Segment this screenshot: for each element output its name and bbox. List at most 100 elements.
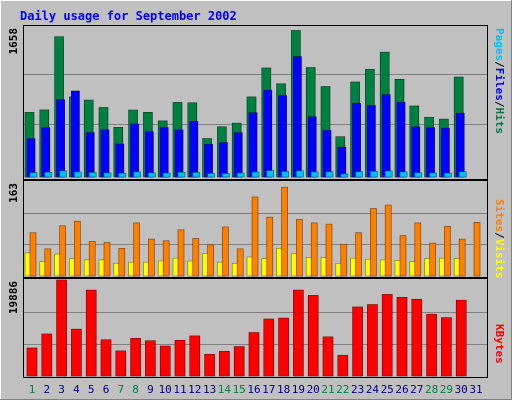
files-bar-day-29 — [441, 127, 450, 178]
x-tick-label-day-19: 19 — [292, 383, 305, 396]
sites-bar-day-29 — [444, 226, 451, 277]
sites-bar-day-17 — [266, 216, 274, 277]
files-bar-day-12 — [189, 121, 199, 178]
sites-bar-day-10 — [162, 240, 170, 277]
files-bar-day-1 — [26, 138, 36, 178]
sites-bar-day-11 — [177, 229, 185, 277]
pages-bar-day-7 — [118, 172, 127, 178]
files-bar-day-18 — [278, 95, 287, 178]
sites-bar-day-31 — [473, 222, 481, 277]
pages-bar-day-19 — [296, 170, 304, 178]
kbytes-bar-day-2 — [41, 333, 53, 377]
pages-bar-day-18 — [281, 171, 289, 178]
x-tick-label-day-18: 18 — [277, 383, 290, 396]
pages-bar-day-3 — [59, 170, 67, 178]
x-tick-label-day-26: 26 — [395, 383, 408, 396]
kbytes-bar-day-9 — [145, 340, 156, 377]
pages-bar-day-15 — [236, 172, 245, 178]
files-bar-day-9 — [145, 131, 154, 178]
kbytes-bar-day-7 — [115, 350, 127, 377]
sites-bar-day-22 — [340, 243, 348, 277]
x-tick-label-day-29: 29 — [440, 383, 453, 396]
files-bar-day-22 — [337, 146, 347, 178]
kbytes-bar-day-29 — [441, 317, 452, 377]
kbytes-bar-day-1 — [26, 347, 38, 377]
sites-bar-day-24 — [370, 208, 377, 277]
kbytes-bar-day-12 — [189, 335, 201, 377]
kbytes-bar-day-18 — [278, 317, 289, 377]
files-bar-day-15 — [233, 132, 243, 178]
files-bar-day-5 — [85, 132, 95, 178]
x-tick-label-day-6: 6 — [103, 383, 110, 396]
kbytes-bar-day-4 — [71, 328, 82, 377]
legend-kbytes: KBytes — [493, 324, 506, 364]
x-tick-label-day-14: 14 — [218, 383, 232, 396]
x-axis-labels: 1 2 3 4 5 6 7 8 9 10 11 12 13 14 15 16 17 18 19 20 21 22 23 24 2… — [29, 383, 483, 396]
kbytes-bar-day-11 — [174, 339, 186, 377]
files-bar-day-8 — [130, 123, 139, 178]
sites-bar-day-25 — [384, 204, 392, 277]
kbytes-bar-day-17 — [263, 318, 275, 377]
pages-bar-day-27 — [414, 172, 423, 178]
pages-bar-day-29 — [444, 172, 452, 178]
files-bar-day-30 — [455, 112, 465, 178]
files-bar-day-11 — [174, 129, 184, 178]
bar-marks — [24, 30, 481, 377]
x-tick-label-day-21: 21 — [321, 383, 334, 396]
sites-bar-day-13 — [207, 244, 214, 277]
sites-bar-day-23 — [355, 232, 362, 277]
kbytes-bar-day-3 — [56, 279, 67, 377]
pages-bar-day-17 — [266, 170, 275, 178]
pages-bar-day-1 — [29, 172, 38, 178]
kbytes-bar-day-15 — [233, 346, 245, 377]
hits-legend: Pages/Files/Hits — [493, 28, 506, 134]
x-tick-label-day-15: 15 — [233, 383, 246, 396]
x-tick-label-day-12: 12 — [188, 383, 201, 396]
legend-visits: Visits — [493, 239, 506, 279]
x-tick-label-day-31: 31 — [469, 383, 482, 396]
sites-bar-day-2 — [44, 248, 52, 277]
sites-bar-day-8 — [133, 222, 140, 277]
sites-bar-day-7 — [118, 248, 126, 277]
kbytes-bar-day-20 — [307, 295, 319, 377]
files-bar-day-6 — [100, 129, 110, 178]
visits-legend: Sites/Visits — [493, 199, 506, 279]
files-bar-day-17 — [263, 89, 273, 178]
sites-bar-day-28 — [429, 242, 436, 277]
files-bar-day-3 — [56, 99, 65, 178]
files-bar-day-19 — [293, 56, 302, 178]
pages-bar-day-23 — [355, 171, 363, 178]
kbytes-bar-day-13 — [204, 353, 215, 377]
pages-bar-day-21 — [325, 171, 334, 178]
x-tick-label-day-23: 23 — [351, 383, 364, 396]
sites-bar-day-3 — [59, 225, 66, 277]
sites-bar-day-19 — [296, 219, 303, 277]
legend-sites: Sites — [493, 199, 506, 232]
legend-hits: Hits — [493, 108, 506, 135]
kbytes-bar-day-6 — [100, 339, 112, 377]
x-tick-label-day-17: 17 — [262, 383, 275, 396]
kbytes-legend: KBytes — [493, 324, 506, 364]
visits-ymax-label: 163 — [7, 183, 20, 203]
files-bar-day-14 — [219, 142, 228, 178]
pages-bar-day-26 — [399, 171, 408, 178]
hits-ymax-label: 1658 — [7, 28, 20, 55]
x-tick-label-day-13: 13 — [203, 383, 216, 396]
pages-bar-day-11 — [177, 171, 186, 178]
x-tick-label-day-8: 8 — [132, 383, 139, 396]
sites-bar-day-18 — [281, 186, 288, 277]
files-bar-day-24 — [367, 105, 376, 178]
x-tick-label-day-28: 28 — [425, 383, 438, 396]
pages-bar-day-4 — [74, 171, 82, 178]
legend-pages: Pages — [493, 28, 506, 61]
x-tick-label-day-9: 9 — [147, 383, 154, 396]
pages-bar-day-12 — [192, 172, 201, 178]
x-tick-label-day-3: 3 — [58, 383, 65, 396]
chart-title: Daily usage for September 2002 — [20, 9, 237, 23]
pages-bar-day-25 — [384, 170, 393, 178]
legend-files: Files — [493, 68, 506, 101]
pages-bar-day-10 — [162, 172, 171, 178]
files-bar-day-21 — [322, 130, 332, 178]
pages-bar-day-30 — [458, 171, 467, 178]
